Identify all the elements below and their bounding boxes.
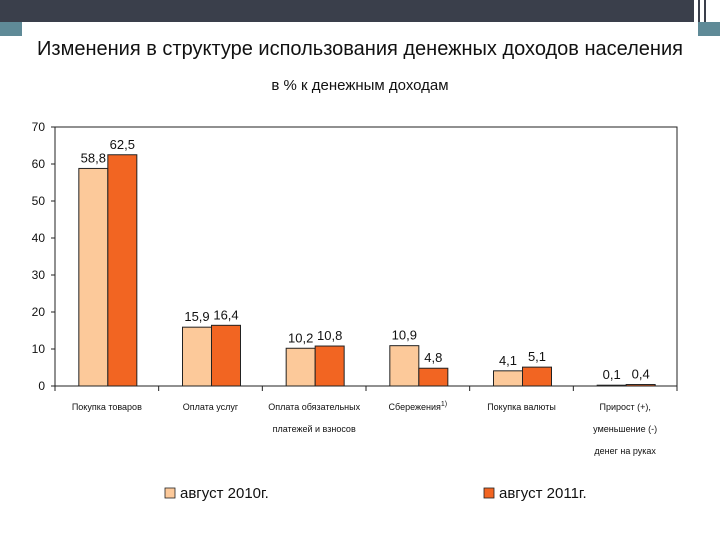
x-category-label: Оплата услуг [183, 402, 239, 412]
data-label: 0,1 [603, 367, 621, 382]
y-tick-label: 70 [32, 120, 46, 134]
x-category-label: Покупка товаров [72, 402, 142, 412]
data-label: 4,1 [499, 353, 517, 368]
y-tick-label: 10 [32, 342, 46, 356]
x-category-label: Сбережения1) [389, 401, 448, 412]
x-category-label: уменьшение (-) [593, 424, 657, 434]
bar [107, 154, 138, 387]
slide-right-accent [698, 22, 720, 36]
bar [625, 384, 656, 387]
y-tick-label: 50 [32, 194, 46, 208]
bar [493, 370, 523, 387]
slide-top-bar-corner [694, 0, 720, 22]
y-tick-label: 40 [32, 231, 46, 245]
bar [389, 345, 420, 387]
chart-subtitle: в % к денежным доходам [271, 77, 449, 94]
y-tick-label: 20 [32, 305, 46, 319]
data-label: 4,8 [424, 350, 442, 365]
y-tick-label: 0 [38, 379, 45, 393]
chart-title: Изменения в структуре использования дене… [37, 38, 683, 60]
data-label: 5,1 [528, 349, 546, 364]
x-category-label: платежей и взносов [273, 424, 356, 434]
data-label: 0,4 [632, 367, 650, 382]
legend-swatch [164, 487, 176, 499]
bar [182, 326, 212, 387]
x-category-label: Покупка валюты [487, 402, 556, 412]
slide-top-bar [0, 0, 720, 22]
data-label: 10,8 [317, 328, 342, 343]
plot-area-border [54, 126, 678, 387]
bar [418, 367, 449, 387]
y-tick-label: 60 [32, 157, 46, 171]
bar [78, 167, 109, 387]
data-label: 58,8 [81, 150, 106, 165]
bar [522, 366, 552, 387]
y-tick-label: 30 [32, 268, 46, 282]
data-label: 15,9 [184, 309, 209, 324]
bar [211, 324, 241, 387]
bar [314, 345, 345, 387]
x-category-label: денег на руках [594, 446, 656, 456]
category-footnote: 1) [441, 401, 447, 408]
x-category-label: Прирост (+), [599, 402, 650, 412]
data-label: 10,9 [392, 328, 417, 343]
bar [596, 384, 627, 387]
legend-label: август 2011г. [499, 485, 587, 502]
x-category-label: Оплата обязательных [268, 402, 360, 412]
legend-swatch [483, 487, 495, 499]
slide-left-accent [0, 22, 22, 36]
data-label: 62,5 [110, 137, 135, 152]
data-label: 16,4 [213, 307, 238, 322]
legend-label: август 2010г. [180, 485, 269, 502]
data-label: 10,2 [288, 330, 313, 345]
bar [285, 347, 316, 387]
